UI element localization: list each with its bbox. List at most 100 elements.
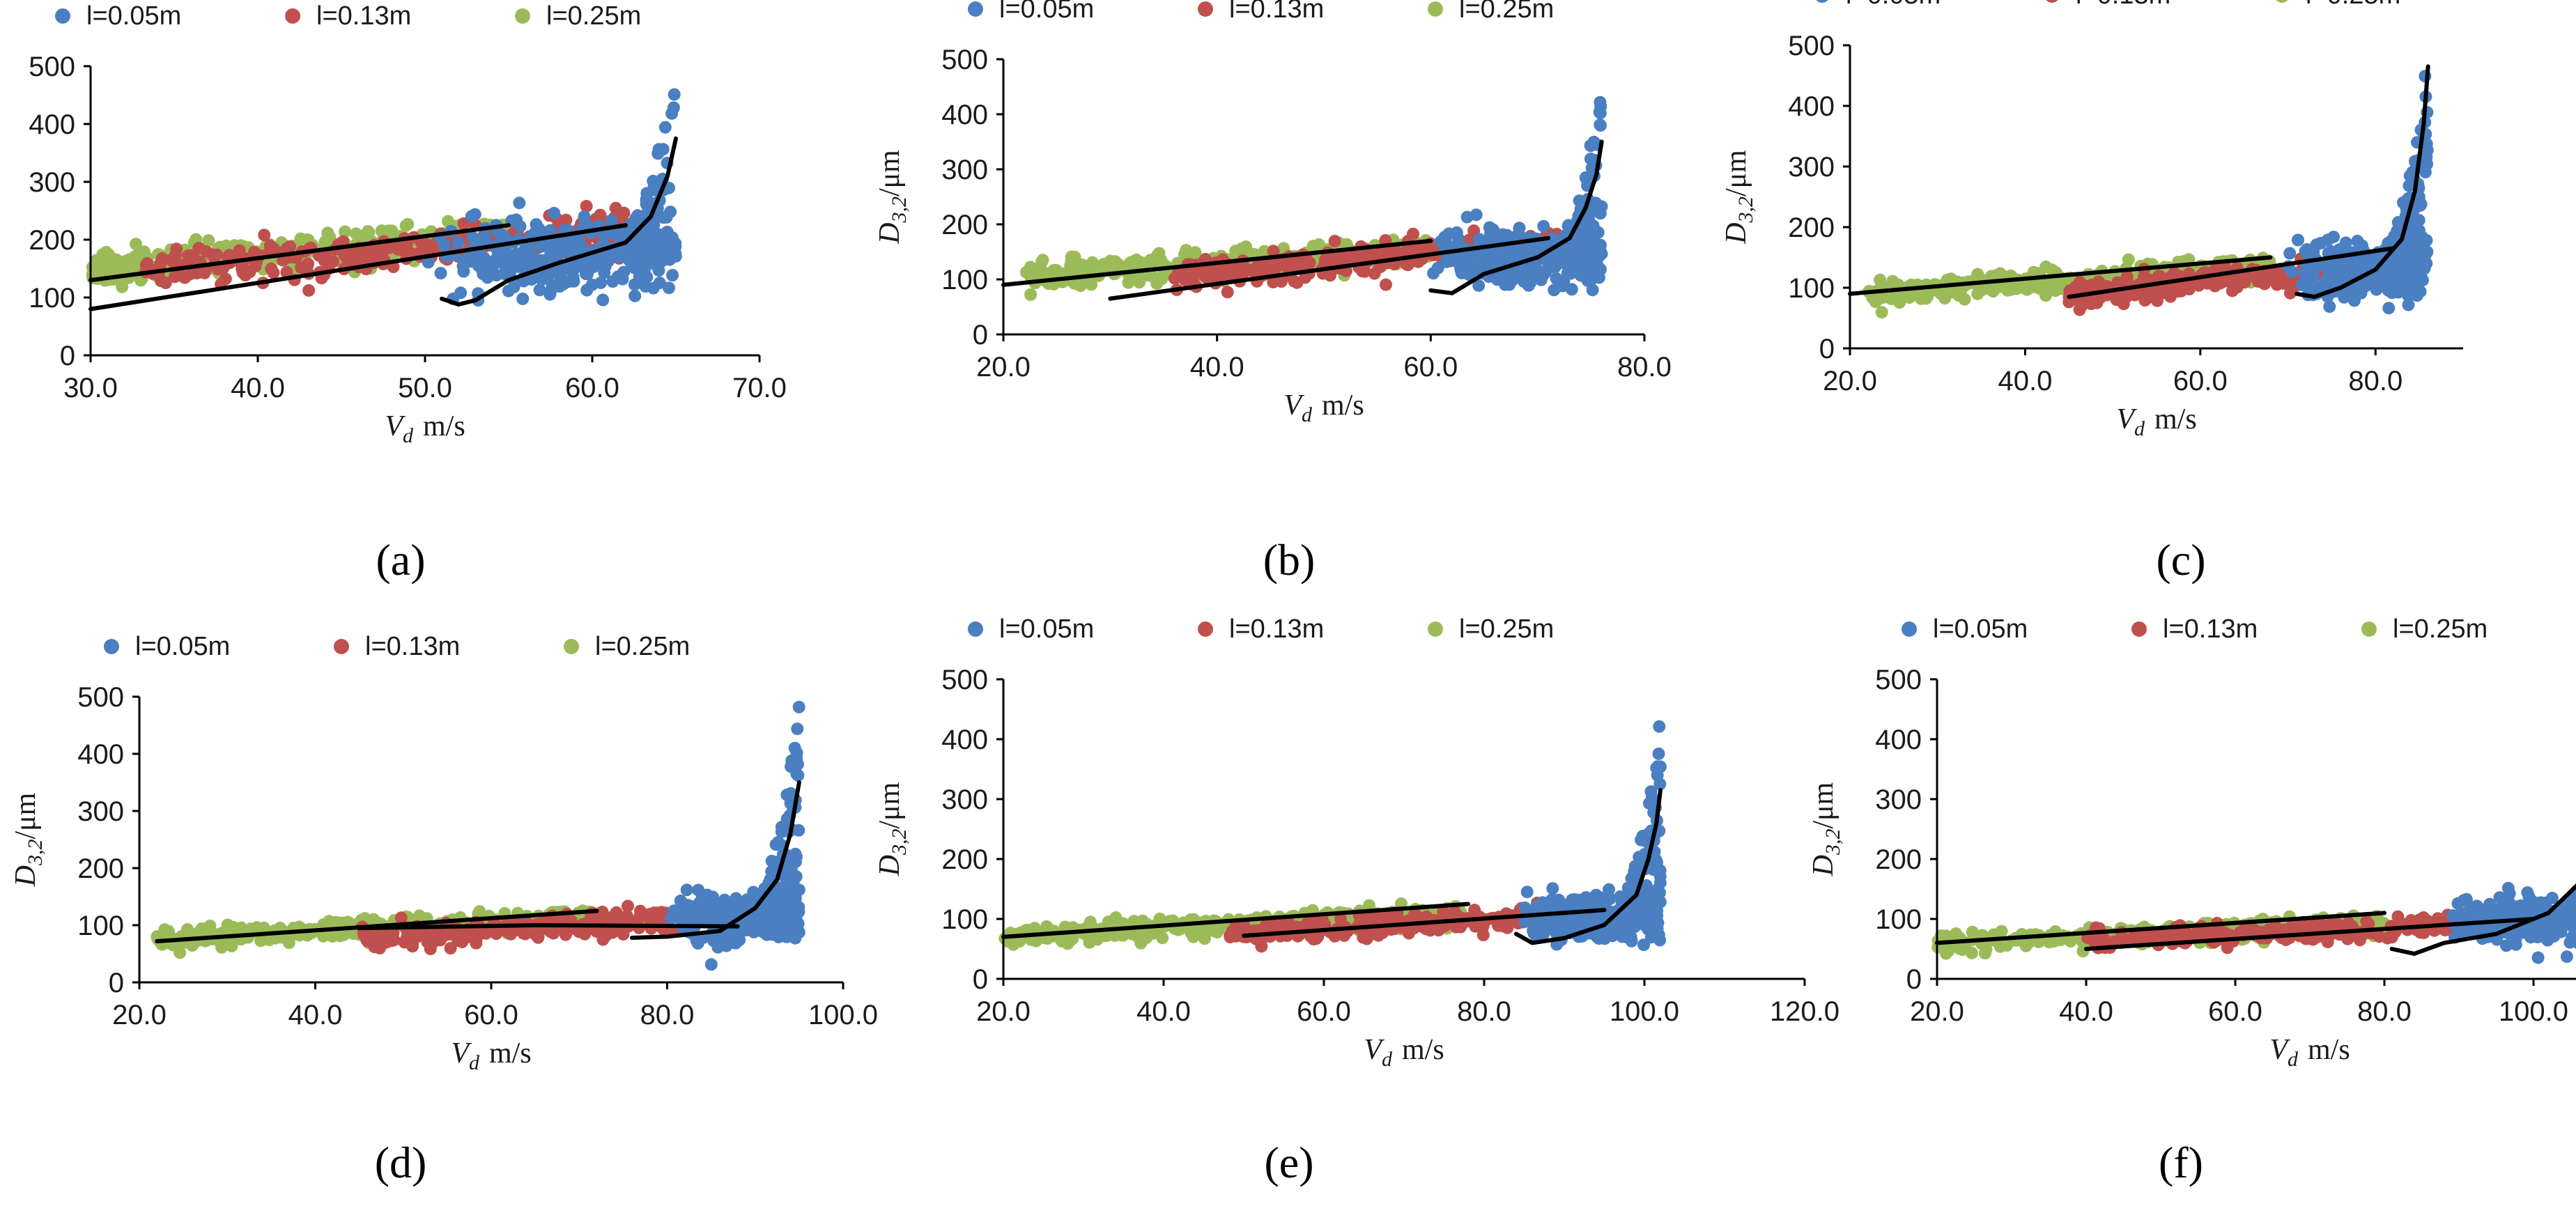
data-point [2256,269,2269,282]
data-point [1357,931,1370,944]
data-point [557,263,571,276]
y-axis-title-subscript: 3,2 [1734,196,1757,224]
data-point [1581,274,1594,287]
data-point [465,210,478,223]
y-tick-label: 200 [29,225,75,256]
panel-label: (a) [376,535,425,585]
data-point [486,265,498,278]
legend-label: l=0.25m [595,632,690,661]
data-point [362,934,376,947]
data-point [638,231,651,245]
y-tick-label: 200 [1788,212,1835,243]
data-point [2117,297,2130,311]
data-point [2154,286,2168,299]
x-tick-label: 20.0 [976,352,1031,382]
legend-label: l=0.25m [2306,0,2400,10]
data-point [1561,242,1575,256]
y-tick-label: 300 [941,155,988,185]
data-point [704,899,718,913]
data-point [202,234,215,247]
data-point [666,269,679,281]
data-point [1548,284,1561,297]
panel-label: (b) [1263,535,1316,585]
data-point [169,248,183,261]
data-point [2327,231,2340,244]
data-point [581,260,594,273]
legend-label: l=0.05m [86,1,181,31]
data-point [468,255,481,268]
x-tick-label: 50.0 [398,373,452,403]
data-point [460,931,473,944]
x-axis-title: Vd m/s [451,1037,531,1074]
data-point [1987,285,2000,298]
legend-marker [515,8,530,24]
data-point [2292,233,2304,247]
data-point [478,252,491,265]
data-point [596,293,610,307]
data-point [640,270,654,284]
data-point [154,257,167,270]
data-point [116,280,129,293]
data-point [669,237,682,250]
legend-a: l=0.05m l=0.13m l=0.25m [55,1,641,31]
data-point [1221,286,1234,299]
legend-label: l=0.13m [316,1,411,31]
data-point [766,899,779,912]
data-point [185,267,198,280]
data-point [339,225,352,238]
data-point [2382,302,2396,315]
data-point [1541,262,1555,275]
data-point [1283,256,1297,270]
data-point [1258,245,1271,258]
data-point [376,938,389,951]
data-point [438,238,451,252]
legend-label: l=0.13m [365,632,460,661]
y-tick-label: 100 [1788,273,1835,304]
data-point [341,254,354,267]
data-point [1875,306,1888,319]
data-point [598,266,611,279]
data-point [502,284,515,297]
x-tick-label: 70.0 [732,373,787,403]
data-point [560,213,573,226]
x-axis-title-unit: m/s [1322,389,1364,422]
data-point [141,257,154,270]
data-point [233,244,246,257]
data-point [1529,240,1542,253]
fit-line-l013m [88,223,628,311]
data-point [784,904,797,918]
y-axis-title-symbol: D [10,865,42,887]
legend-marker [2046,0,2058,3]
x-axis-title-subscript: d [1302,403,1313,426]
legend-marker [1198,1,1213,17]
y-axis-title-unit: /μm [874,150,906,196]
data-point [222,249,236,262]
data-point [302,257,314,270]
data-point [651,147,665,160]
x-tick-label: 80.0 [2348,366,2403,396]
data-point [2415,230,2428,243]
data-point [1564,267,1578,280]
data-point [516,292,530,305]
data-point [667,101,680,114]
data-point [1358,265,1371,278]
data-point [765,865,778,878]
data-point [1056,935,1068,948]
y-axis-title-unit: /μm [10,792,42,839]
data-point [1236,264,1249,277]
x-tick-label: 40.0 [288,1000,343,1030]
y-axis-title-subscript: 3,2 [888,196,911,224]
y-axis-title-symbol: D [874,223,906,245]
data-point [1200,271,1212,284]
data-point [466,231,479,244]
data-point [302,284,316,297]
data-point [2414,266,2428,279]
data-point [585,278,599,291]
data-point [2092,275,2105,288]
data-point [321,226,334,240]
legend-marker [564,639,579,654]
data-point [422,256,435,269]
legend-label: l=0.13m [1229,0,1324,24]
